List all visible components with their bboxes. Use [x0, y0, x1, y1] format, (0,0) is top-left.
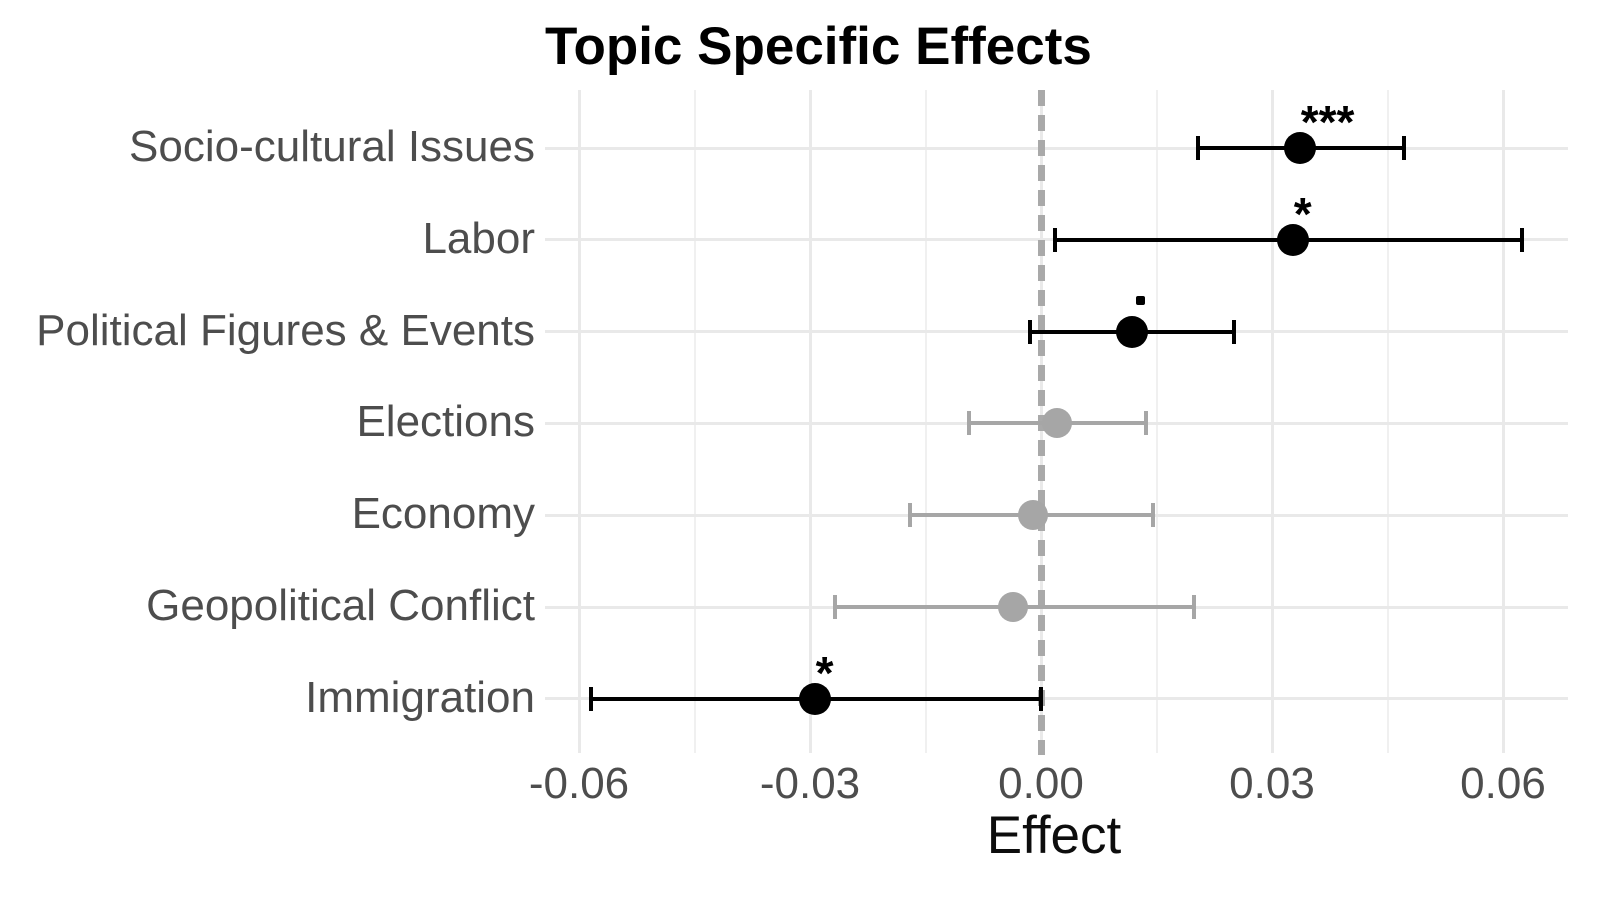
y-axis-label: Labor [422, 213, 535, 263]
x-axis-tick-label: 0.06 [1460, 759, 1546, 808]
gridline-minor-vertical [693, 90, 696, 753]
error-bar-cap-low [589, 686, 594, 711]
effect-point [1115, 315, 1148, 348]
x-axis-tick-label: -0.06 [528, 759, 630, 808]
effect-point [798, 682, 831, 715]
error-bar-cap-low [908, 503, 913, 528]
gridline-minor-vertical [1155, 90, 1158, 753]
x-axis-title: Effect [986, 806, 1122, 865]
gridline-major-vertical [577, 90, 581, 753]
y-axis-label: Immigration [305, 672, 535, 722]
effect-point [1276, 223, 1309, 256]
error-bar-cap-high [1144, 411, 1149, 436]
error-bar-cap-low [832, 595, 837, 619]
significance-stars: * [1293, 187, 1312, 240]
significance-stars: *** [1300, 96, 1355, 148]
gridline-minor-vertical [924, 90, 927, 753]
error-bar-cap-low [1196, 136, 1201, 160]
error-bar-cap-high [1192, 595, 1197, 619]
error-bar-cap-low [966, 411, 971, 436]
gridline-major-vertical [808, 90, 812, 753]
x-axis-tick-label: 0.03 [1229, 759, 1315, 808]
error-bar-cap-high [1520, 227, 1525, 252]
error-bar-cap-high [1150, 503, 1155, 528]
x-axis-tick-label: -0.03 [759, 759, 861, 808]
gridline-major-vertical [1501, 90, 1505, 753]
significance-stars: * [815, 646, 834, 699]
error-bar-cap-low [1028, 319, 1033, 344]
error-bar-cap-low [1052, 227, 1057, 252]
effect-point [1283, 132, 1316, 164]
y-axis-label: Economy [351, 489, 535, 539]
effect-point [1017, 500, 1048, 531]
y-axis-label: Elections [356, 397, 535, 447]
x-axis-tick-label: 0.00 [998, 759, 1084, 808]
y-axis-label: Political Figures & Events [36, 305, 535, 355]
y-axis-label: Geopolitical Conflict [146, 581, 535, 630]
gridline-minor-vertical [1386, 90, 1389, 753]
error-bar-cap-high [1401, 136, 1406, 160]
gridline-row-horizontal [545, 146, 1568, 150]
error-bar-cap-high [1039, 686, 1043, 711]
error-bar-cap-high [1231, 319, 1236, 344]
gridline-major-vertical [1270, 90, 1274, 753]
y-axis-label: Socio-cultural Issues [129, 122, 535, 171]
effect-point [1042, 408, 1073, 439]
gridline-row-horizontal [545, 697, 1568, 701]
chart-title: Topic Specific Effects [545, 17, 1092, 76]
effect-point [998, 592, 1029, 622]
significance-dot [1135, 295, 1145, 305]
